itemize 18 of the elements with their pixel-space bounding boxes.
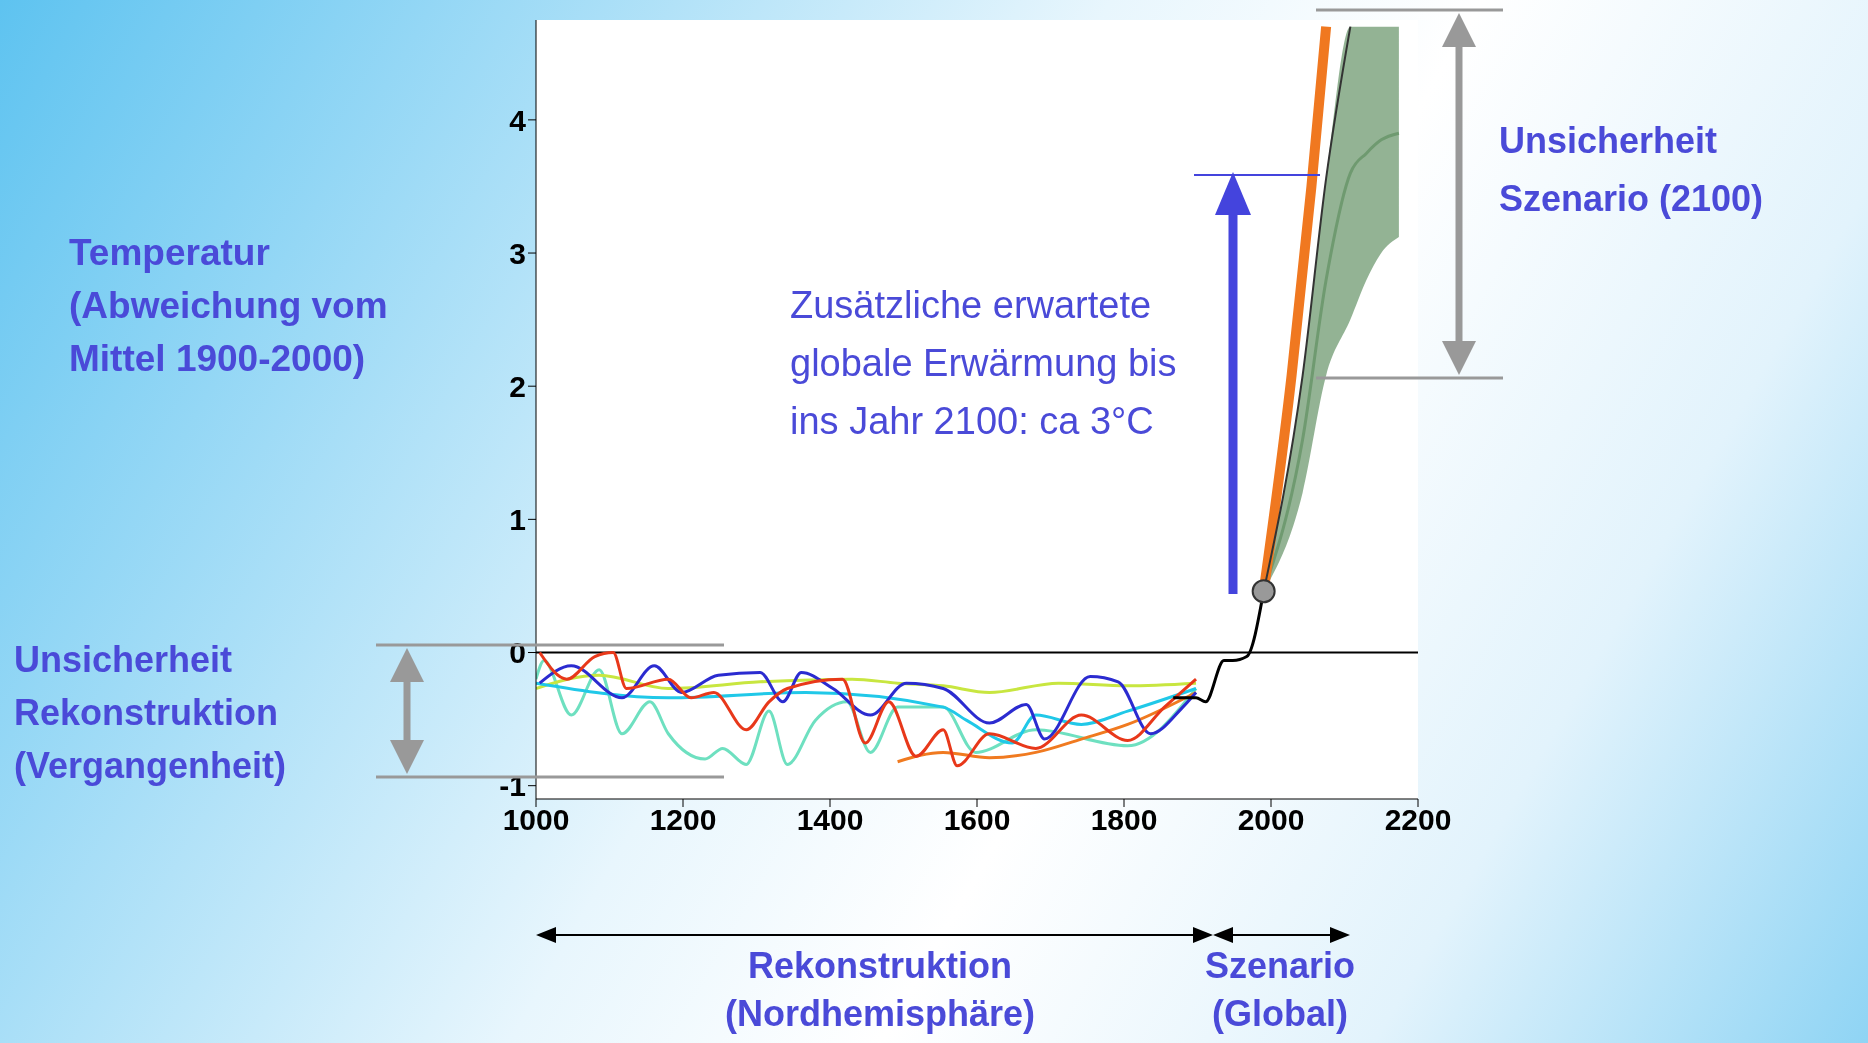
x-tick-label: 1600 bbox=[943, 803, 1011, 837]
x-tick-label: 1000 bbox=[502, 803, 570, 837]
x-tick-label: 2000 bbox=[1237, 803, 1305, 837]
text: Unsicherheit Szenario (2100) bbox=[1499, 120, 1764, 219]
line-series bbox=[538, 664, 1198, 741]
y-axis-title: Temperatur (Abweichung vom Mittel 1900-2000) bbox=[69, 232, 388, 379]
text: Unsicherheit Rekonstruktion (Vergangenheit) bbox=[14, 639, 287, 786]
y-tick-label: 3 bbox=[509, 236, 526, 270]
y-tick-label: 4 bbox=[509, 103, 527, 137]
annotation: Zusätzliche erwartete globale Erwärmung bis ins Jahr 2100: ca 3°C bbox=[790, 284, 1177, 442]
x-tick-label: 1400 bbox=[796, 803, 864, 837]
text: Szenario (Global) bbox=[1204, 945, 1356, 1034]
text: Rekonstruktion (Nordhemisphäre) bbox=[724, 945, 1036, 1034]
x-tick-label: 2200 bbox=[1384, 803, 1452, 837]
y-tick-label: 1 bbox=[509, 503, 526, 537]
y-tick-label: 2 bbox=[509, 369, 526, 403]
x-tick-label: 1800 bbox=[1090, 803, 1158, 837]
x-tick-label: 1200 bbox=[649, 803, 717, 837]
